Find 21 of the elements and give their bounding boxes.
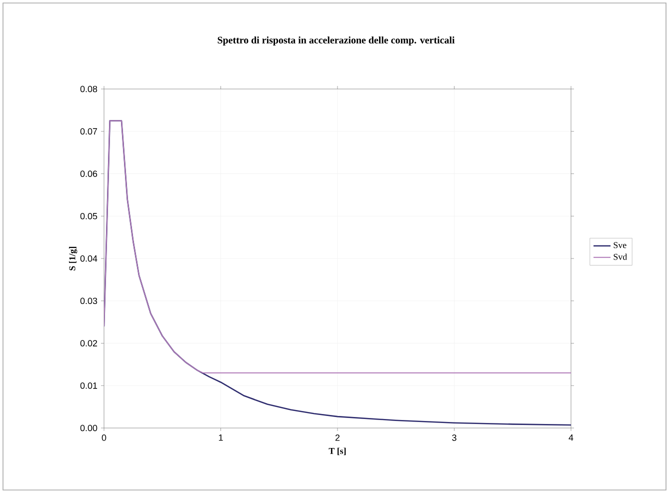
y-tick-label: 0.02: [80, 340, 98, 346]
y-axis-title: S [1/g]: [68, 246, 78, 270]
line-series: [104, 120, 572, 426]
line-series: [104, 120, 572, 374]
x-tick-label: 2: [335, 434, 340, 441]
y-tick-label: 0.00: [80, 424, 98, 432]
x-tick-label: 3: [452, 434, 456, 441]
y-tick-label: 0.07: [80, 128, 98, 135]
y-tick-label: 0.03: [80, 298, 98, 304]
legend-label: Svd: [614, 254, 628, 260]
y-tick-label: 0.01: [80, 382, 98, 389]
y-tick-label: 0.06: [80, 170, 98, 177]
y-tick-label: 0.08: [80, 86, 98, 92]
x-tick-label: 0: [102, 434, 106, 441]
y-tick-label: 0.05: [80, 212, 98, 220]
y-tick-label: 0.04: [80, 255, 98, 262]
x-tick-label: 1: [218, 434, 223, 441]
x-tick-label: 4: [568, 434, 574, 441]
x-axis-title: T [s]: [328, 448, 346, 456]
legend-label: Sve: [614, 242, 626, 248]
chart-title: Spettro di risposta in accelerazione delle comp. verticali: [218, 36, 455, 46]
